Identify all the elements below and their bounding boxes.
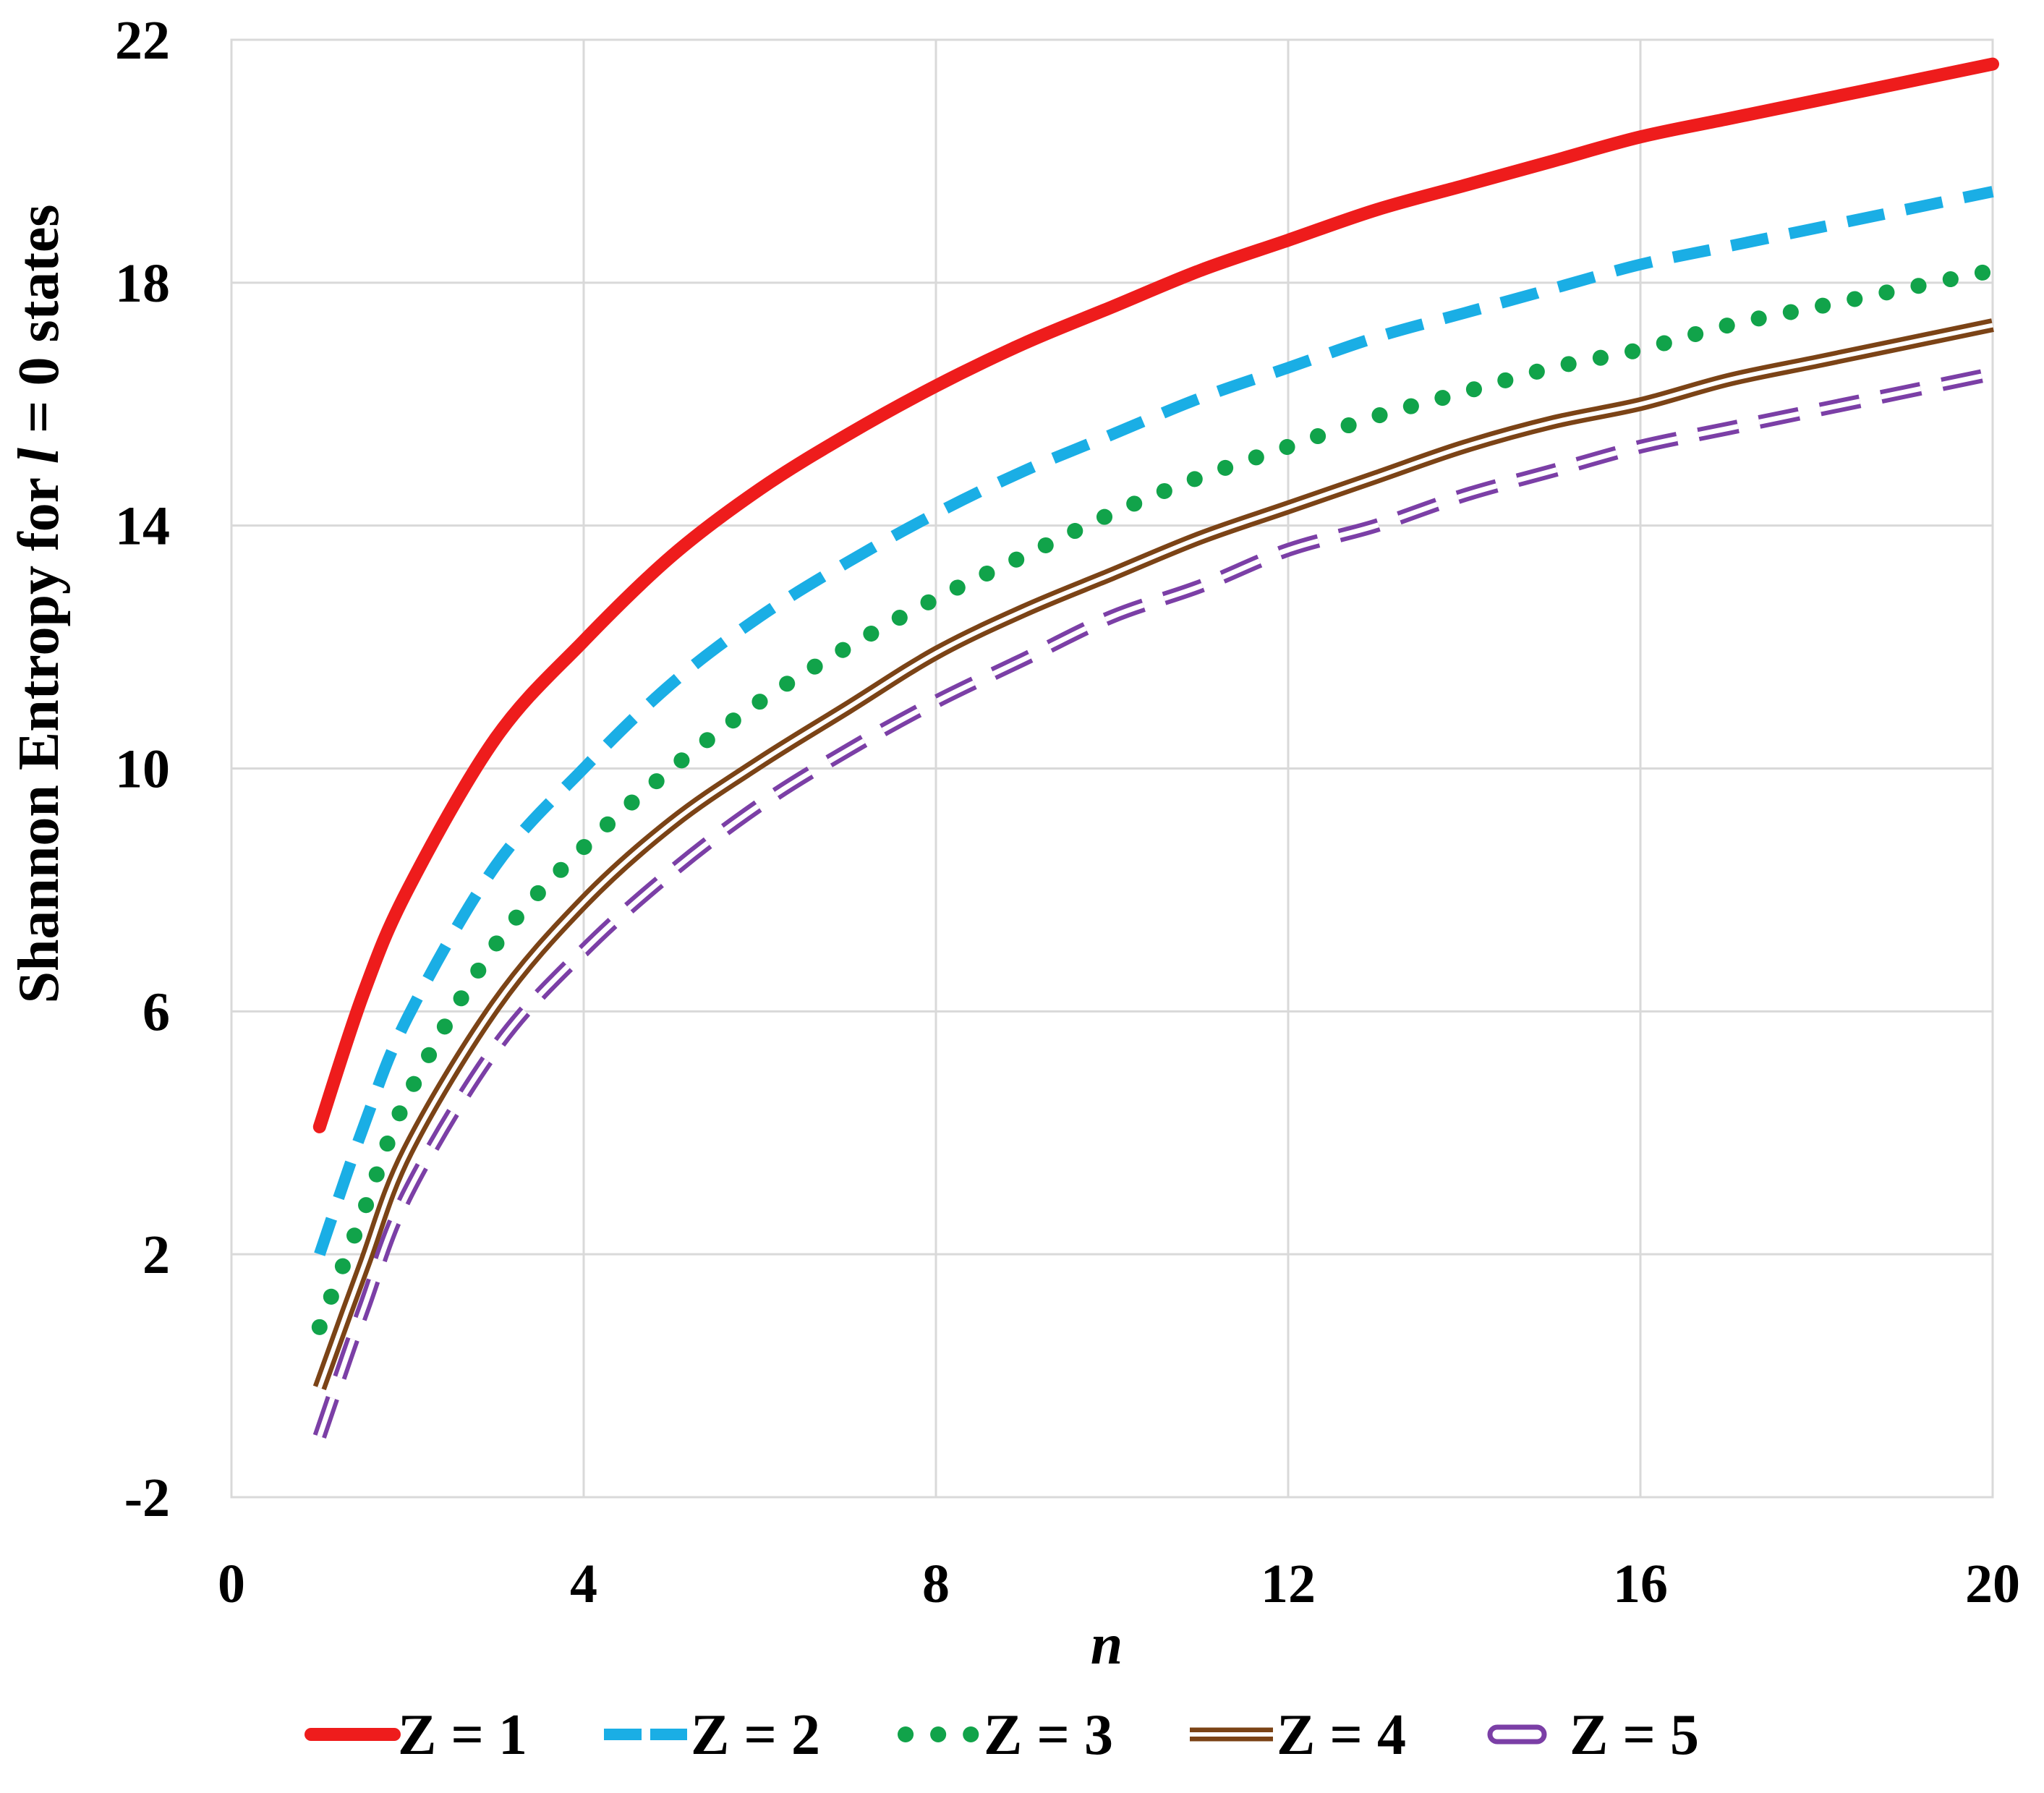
series-2	[314, 186, 1994, 1256]
legend-label: Z = 4	[1277, 1703, 1406, 1767]
x-axis-title: n	[1091, 1613, 1123, 1677]
series-layer	[311, 57, 2001, 1439]
legend-item-z3: Z = 3	[898, 1703, 1113, 1767]
legend-item-z2: Z = 2	[604, 1703, 820, 1767]
y-tick-label: 18	[115, 253, 170, 314]
series-1	[312, 57, 1999, 1133]
legend-item-z5: Z = 5	[1487, 1703, 1699, 1767]
y-axis-title-prefix: Shannon Entropy for	[7, 464, 71, 1003]
x-tick-label: 4	[570, 1554, 597, 1614]
series-5	[312, 367, 1994, 1439]
x-axis-ticks: 0 4 8 12 16 20	[218, 1554, 2020, 1614]
series-line-z2	[314, 186, 1994, 1256]
legend-swatch	[1487, 1724, 1547, 1745]
y-tick-label: 10	[115, 739, 170, 800]
y-tick-label: 6	[142, 981, 170, 1042]
y-axis-title: Shannon Entropy for l = 0 states	[7, 204, 71, 1003]
y-tick-label: 22	[115, 10, 170, 71]
series-line-z4-inner	[317, 323, 1993, 1389]
x-tick-label: 20	[1965, 1554, 2020, 1614]
series-3	[311, 263, 2001, 1335]
y-axis-title-variable: l	[7, 447, 71, 464]
y-axis-title-suffix: = 0 states	[7, 204, 71, 448]
x-tick-label: 16	[1613, 1554, 1668, 1614]
gridlines	[230, 38, 1994, 1499]
legend-label: Z = 2	[691, 1703, 820, 1767]
legend-item-z1: Z = 1	[305, 1703, 527, 1767]
legend-label: Z = 5	[1570, 1703, 1699, 1767]
y-tick-label: -2	[124, 1468, 170, 1528]
legend-label: Z = 3	[984, 1703, 1113, 1767]
legend-item-z4: Z = 4	[1190, 1703, 1406, 1767]
y-tick-label: 2	[142, 1225, 170, 1285]
y-axis-ticks: -2 2 6 10 14 18 22	[115, 10, 170, 1528]
series-line-z3	[311, 263, 2001, 1335]
x-tick-label: 0	[218, 1554, 245, 1614]
legend: Z = 1 Z = 2 Z = 3 Z = 4 Z = 5	[305, 1703, 1699, 1767]
y-tick-label: 14	[115, 496, 170, 557]
series-line-z1	[312, 57, 1999, 1133]
series-line-z5-inner	[317, 371, 1993, 1438]
x-tick-label: 12	[1261, 1554, 1316, 1614]
x-tick-label: 8	[922, 1554, 950, 1614]
series-4	[312, 318, 1994, 1391]
legend-label: Z = 1	[398, 1703, 527, 1767]
